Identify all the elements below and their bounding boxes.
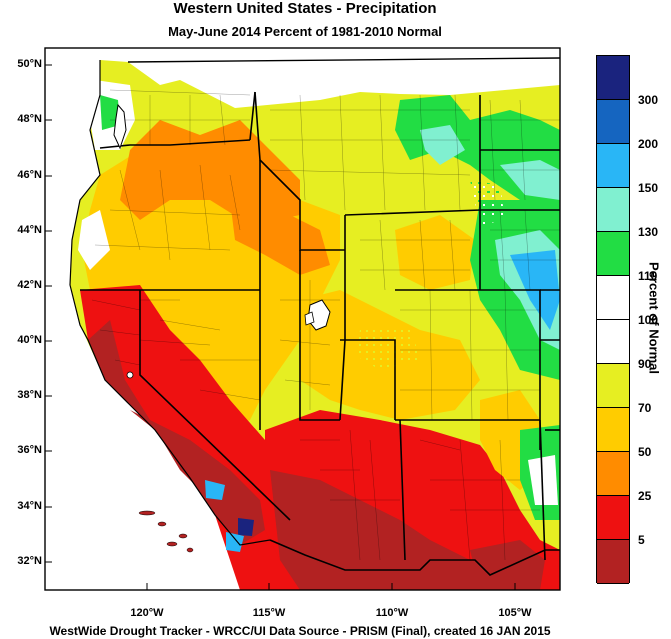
colorbar-tick-130: 130 — [638, 225, 659, 239]
mexico-border — [269, 539, 560, 576]
colorbar-bin — [597, 364, 629, 408]
colorbar-tick-200: 200 — [638, 137, 659, 151]
puget-sound — [113, 103, 127, 150]
region-130-150-montana — [420, 125, 465, 165]
lon-label-105: 105°W — [498, 607, 532, 619]
state-borders — [80, 91, 560, 561]
colorbar-tick-150: 150 — [638, 181, 659, 195]
lon-label-110: 110°W — [375, 607, 409, 619]
region-lt5-socal — [130, 410, 265, 545]
colorbar-bin — [597, 56, 629, 100]
lat-label-48: 48°N — [17, 113, 42, 125]
map-title: Western United States - Precipitation — [173, 0, 437, 17]
footer-credit: WestWide Drought Tracker - WRCC/UI Data … — [49, 624, 551, 638]
colorbar-bin — [597, 232, 629, 276]
lat-label-38: 38°N — [17, 389, 42, 401]
colorbar-bin — [597, 144, 629, 188]
region-110-130-wa-coast — [100, 95, 120, 130]
colorbar-bin — [597, 496, 629, 540]
longitude-ticks — [146, 583, 516, 590]
lon-label-115: 115°W — [252, 607, 286, 619]
colorbar-tick-90: 90 — [638, 357, 652, 371]
region-90-110-nm-east — [528, 455, 558, 505]
colorbar — [596, 55, 630, 584]
region-gt300-socal — [238, 518, 254, 536]
canada-border — [127, 57, 561, 63]
colorbar-label: Percent of Normal — [646, 262, 662, 374]
colorbar-tick-50: 50 — [638, 445, 652, 459]
lat-label-36: 36°N — [17, 444, 42, 456]
colorbar-tick-25: 25 — [638, 489, 652, 503]
region-lt5-california-coast — [88, 320, 215, 515]
speckle-green — [470, 180, 505, 225]
lat-label-34: 34°N — [17, 500, 42, 512]
region-50-70-wyoming — [395, 215, 475, 290]
great-salt-lake-west — [304, 311, 315, 326]
colorbar-tick-100: 100 — [638, 313, 659, 327]
colorbar-tick-110: 110 — [638, 269, 658, 283]
colorbar-bin — [597, 452, 629, 496]
county-lines — [91, 89, 560, 561]
colorbar-tick-300: 300 — [638, 93, 659, 107]
lat-label-44: 44°N — [17, 224, 42, 236]
lon-label-120: 120°W — [130, 607, 164, 619]
region-150-200-socal — [226, 532, 244, 552]
colorbar-bin — [597, 100, 629, 144]
colorbar-bin — [597, 188, 629, 232]
colorbar-bin — [597, 540, 629, 584]
region-25-50-oregon-idaho — [120, 120, 300, 225]
lake-tahoe — [126, 371, 134, 379]
region-25-50-idaho — [230, 200, 330, 275]
region-90-110-or-coast — [78, 210, 110, 270]
lat-label-40: 40°N — [17, 334, 42, 346]
lat-label-42: 42°N — [17, 279, 42, 291]
latitude-ticks — [45, 64, 52, 563]
map-subtitle: May-June 2014 Percent of 1981-2010 Norma… — [168, 24, 442, 39]
coastline — [69, 60, 271, 546]
colorbar-bin — [597, 320, 629, 364]
map-frame — [44, 47, 561, 591]
colorbar-tick-70: 70 — [638, 401, 652, 415]
lat-label-46: 46°N — [17, 169, 42, 181]
speckle-yellow — [355, 325, 420, 370]
region-150-200-socal-desert — [205, 480, 225, 500]
channel-islands — [138, 510, 194, 553]
region-lt5-nm-south — [470, 540, 545, 590]
colorbar-bin — [597, 408, 629, 452]
lat-label-50: 50°N — [17, 58, 42, 70]
lat-label-32: 32°N — [17, 555, 42, 567]
colorbar-tick-5: 5 — [638, 533, 645, 547]
colorbar-bin — [597, 276, 629, 320]
